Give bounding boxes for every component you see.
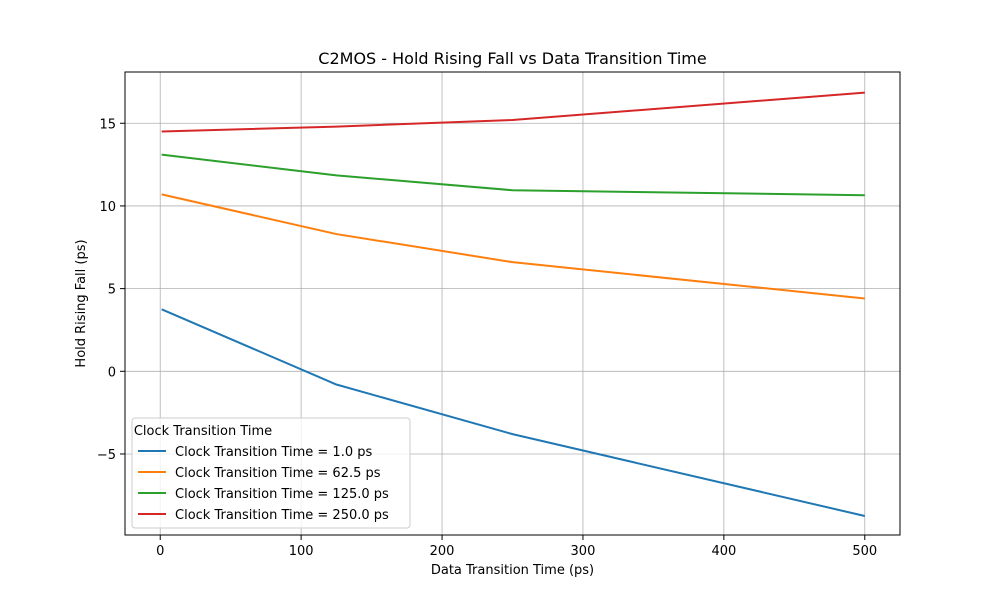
- y-tick-label: 0: [108, 365, 116, 380]
- series-line-2: [161, 153, 865, 197]
- axis-ticks: 0 100 200 300 400 500 −5 0 5 10 15: [97, 117, 877, 559]
- chart-title: C2MOS - Hold Rising Fall vs Data Transit…: [318, 49, 706, 68]
- x-tick-label: 100: [289, 544, 314, 559]
- y-tick-label: −5: [97, 448, 116, 463]
- legend: Clock Transition Time Clock Transition T…: [131, 417, 411, 529]
- plot-area: [124, 71, 901, 536]
- series-line-0: [161, 308, 865, 517]
- x-tick-label: 400: [711, 544, 736, 559]
- legend-box: [131, 417, 411, 529]
- y-tick-label: 10: [99, 200, 116, 215]
- x-tick-label: 0: [156, 544, 164, 559]
- series-line-1: [161, 193, 865, 300]
- x-tick-label: 300: [571, 544, 596, 559]
- legend-entry-label: Clock Transition Time = 125.0 ps: [175, 487, 389, 502]
- legend-entry-label: Clock Transition Time = 1.0 ps: [175, 445, 372, 460]
- y-tick-label: 5: [108, 283, 116, 298]
- legend-entry-label: Clock Transition Time = 62.5 ps: [175, 466, 381, 481]
- series-line-3: [161, 91, 865, 133]
- legend-title: Clock Transition Time: [134, 424, 272, 439]
- y-axis-label: Hold Rising Fall (ps): [74, 239, 89, 367]
- legend-entries: Clock Transition Time = 1.0 ps Clock Tran…: [138, 445, 389, 523]
- y-tick-label: 15: [99, 117, 116, 132]
- series-lines: [161, 91, 865, 517]
- x-tick-label: 200: [430, 544, 455, 559]
- x-tick-label: 500: [852, 544, 877, 559]
- legend-entry-label: Clock Transition Time = 250.0 ps: [175, 508, 389, 523]
- x-axis-label: Data Transition Time (ps): [431, 563, 594, 578]
